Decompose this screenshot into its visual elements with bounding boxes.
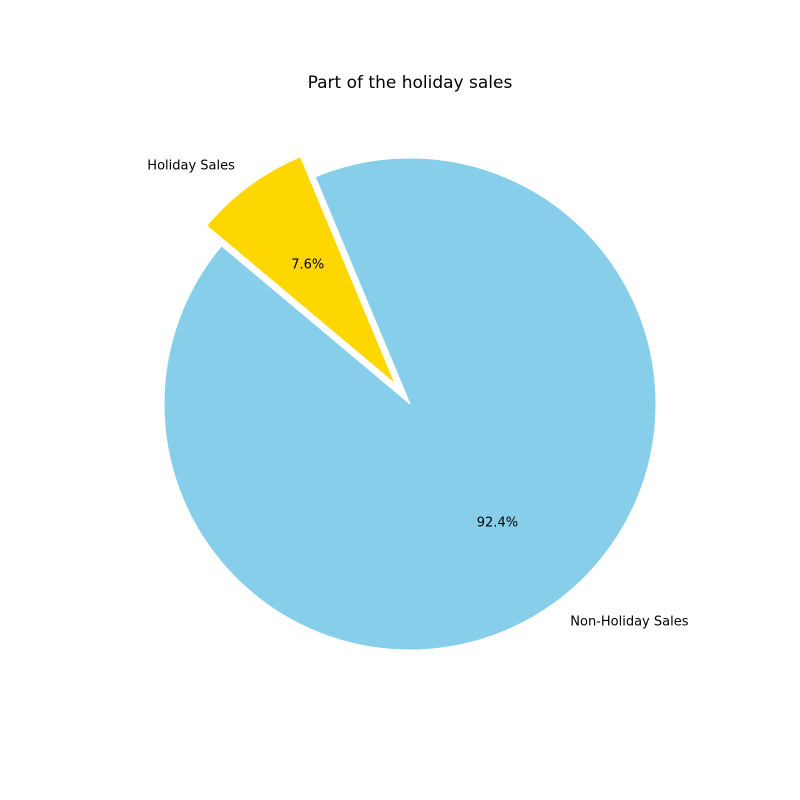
pie-slice-non-holiday-sales [163,157,657,651]
chart-title: Part of the holiday sales [308,73,513,93]
pie-slice-label-non-holiday-sales: Non-Holiday Sales [570,615,688,630]
pie-slice-percent-non-holiday-sales: 92.4% [477,515,518,530]
pie-labels: 92.4% Non-Holiday Sales 7.6% Holiday Sales [147,158,688,629]
pie-slice-percent-holiday-sales: 7.6% [291,257,324,272]
pie-slice-holiday-sales [206,156,396,385]
pie-slices [163,156,657,651]
pie-slice-label-holiday-sales: Holiday Sales [147,158,235,173]
